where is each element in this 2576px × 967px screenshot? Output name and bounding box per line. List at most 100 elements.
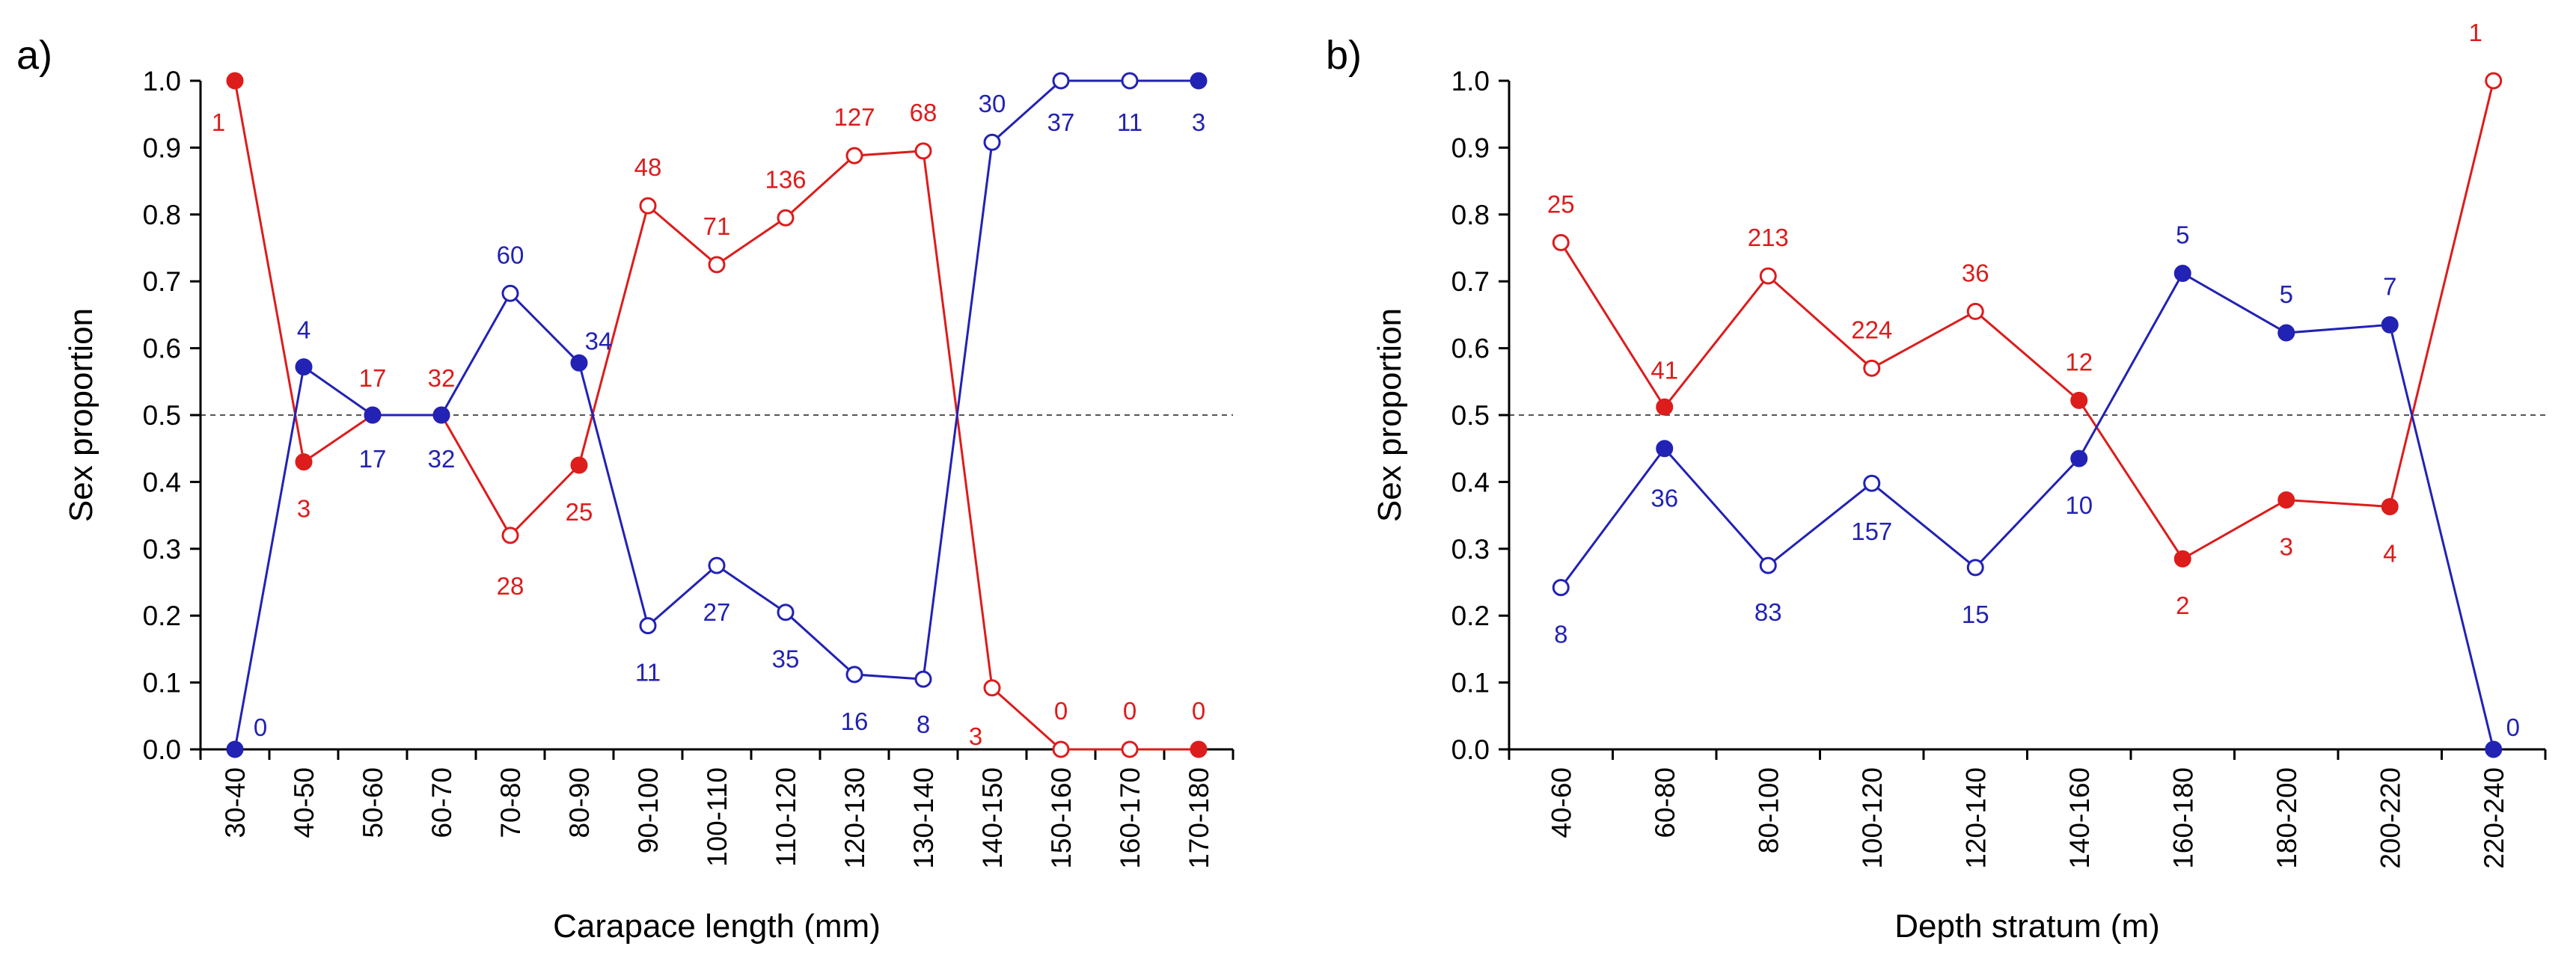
data-point-blue xyxy=(1863,474,1881,492)
data-label-red: 1 xyxy=(212,108,225,136)
data-label-blue: 0 xyxy=(254,713,267,741)
data-point-blue xyxy=(2277,324,2295,342)
y-tick-label: 0.7 xyxy=(143,266,181,297)
data-point-red xyxy=(2277,491,2295,509)
data-label-blue: 10 xyxy=(2065,491,2093,519)
y-tick-label: 0.3 xyxy=(143,534,181,565)
data-point-red xyxy=(2485,72,2503,90)
data-label-blue: 83 xyxy=(1754,598,1782,626)
x-tick-label: 40-50 xyxy=(289,767,319,838)
y-tick-label: 1.0 xyxy=(1451,66,1490,96)
x-tick-label: 80-90 xyxy=(564,767,595,838)
x-tick-label: 50-60 xyxy=(358,767,388,838)
data-label-red: 2 xyxy=(2176,592,2189,619)
data-point-blue xyxy=(295,358,313,376)
y-tick-label: 0.2 xyxy=(143,601,181,631)
data-point-blue xyxy=(639,617,657,635)
panel-a: a) 0.0 0.1 0.2 0.3 0.4 0.5 0.6 0.7 0.8 0.9 1.0 30-40… xyxy=(16,33,1235,945)
panel-b: b) 0.0 0.1 0.2 0.3 0.4 0.5 0.6 0.7 0.8 0.9 1.0 40-60… xyxy=(1326,19,2547,945)
data-point-blue xyxy=(501,284,519,302)
x-tick-label: 120-130 xyxy=(839,767,870,869)
data-label-blue: 0 xyxy=(2506,713,2520,741)
x-tick-label: 160-170 xyxy=(1115,767,1145,869)
data-label-red: 224 xyxy=(1851,316,1892,343)
x-tick-label: 90-100 xyxy=(633,767,664,853)
y-axis-title: Sex proportion xyxy=(63,308,100,522)
data-label-red: 41 xyxy=(1650,356,1678,384)
data-point-blue xyxy=(2173,264,2191,282)
data-label-red: 3 xyxy=(297,495,310,523)
x-tick-label: 160-180 xyxy=(2167,767,2198,869)
y-tick-label: 0.0 xyxy=(143,734,181,765)
data-label-red: 32 xyxy=(428,364,456,392)
data-point-red xyxy=(1966,302,1984,320)
y-tick-label: 0.5 xyxy=(143,400,181,431)
data-label-red: 4 xyxy=(2383,539,2396,567)
data-point-red xyxy=(777,209,795,227)
data-label-red: 0 xyxy=(1123,697,1136,725)
data-label-blue: 36 xyxy=(1650,485,1678,512)
data-point-blue xyxy=(2381,316,2399,334)
x-tick-label: 150-160 xyxy=(1046,767,1077,869)
data-label-blue: 157 xyxy=(1851,518,1892,545)
data-point-blue xyxy=(983,133,1001,151)
data-label-red: 127 xyxy=(833,103,875,131)
x-axis-title: Carapace length (mm) xyxy=(553,908,881,945)
data-point-blue xyxy=(708,556,726,574)
data-label-red: 1 xyxy=(2469,19,2482,46)
data-point-red xyxy=(2070,391,2088,409)
data-point-blue xyxy=(1121,72,1139,90)
x-tick-label: 170-180 xyxy=(1184,767,1214,869)
data-label-blue: 37 xyxy=(1047,108,1075,136)
x-tick-label: 70-80 xyxy=(495,767,526,838)
data-label-blue: 60 xyxy=(497,241,524,268)
data-point-red xyxy=(914,142,932,160)
series-blue: 8 36 83 157 15 10 5 5 7 0 xyxy=(1552,221,2520,758)
x-tick-label: 220-240 xyxy=(2479,767,2509,869)
y-tick-label: 0.0 xyxy=(1451,734,1490,765)
x-tick-label: 100-110 xyxy=(702,767,732,867)
x-tick-label: 200-220 xyxy=(2375,767,2405,869)
y-tick-label: 0.5 xyxy=(1451,400,1490,431)
y-tick-label: 0.2 xyxy=(1451,601,1490,631)
panel-label: b) xyxy=(1326,33,1362,78)
x-tick-label: 180-200 xyxy=(2271,767,2302,869)
data-label-blue: 7 xyxy=(2383,272,2396,300)
x-tick-label: 110-120 xyxy=(771,767,801,867)
x-tick-label: 60-70 xyxy=(426,767,457,838)
data-label-blue: 8 xyxy=(1554,621,1567,648)
data-label-red: 0 xyxy=(1054,697,1068,725)
y-tick-label: 0.8 xyxy=(143,200,181,230)
data-label-blue: 11 xyxy=(1117,108,1142,136)
x-tick-label: 130-140 xyxy=(908,767,939,869)
y-tick-label: 0.6 xyxy=(1451,334,1490,364)
data-label-blue: 30 xyxy=(979,90,1006,117)
data-label-red: 28 xyxy=(497,572,524,600)
data-label-red: 3 xyxy=(2280,533,2293,561)
data-point-blue xyxy=(777,604,795,621)
data-point-blue xyxy=(1759,556,1777,574)
data-point-blue xyxy=(1552,579,1570,597)
x-tick-label: 120-140 xyxy=(1960,767,1991,869)
x-tick-label: 60-80 xyxy=(1650,767,1680,838)
data-label-red: 68 xyxy=(910,99,937,126)
y-tick-label: 0.7 xyxy=(1451,266,1490,297)
data-label-red: 48 xyxy=(634,153,662,181)
data-point-red xyxy=(226,72,244,90)
data-point-red xyxy=(1656,398,1674,416)
data-point-red xyxy=(1190,740,1208,758)
data-point-blue xyxy=(2485,740,2503,758)
data-point-red xyxy=(1759,267,1777,285)
data-label-blue: 15 xyxy=(1962,601,1989,628)
data-point-red xyxy=(2173,550,2191,568)
data-label-blue: 17 xyxy=(359,445,387,473)
x-tick-label: 140-150 xyxy=(977,767,1008,869)
y-tick-label: 0.8 xyxy=(1451,200,1490,230)
data-label-blue: 34 xyxy=(585,327,613,354)
series-line-red xyxy=(1559,80,2495,561)
data-point-red xyxy=(295,453,313,471)
data-point-red xyxy=(501,527,519,544)
